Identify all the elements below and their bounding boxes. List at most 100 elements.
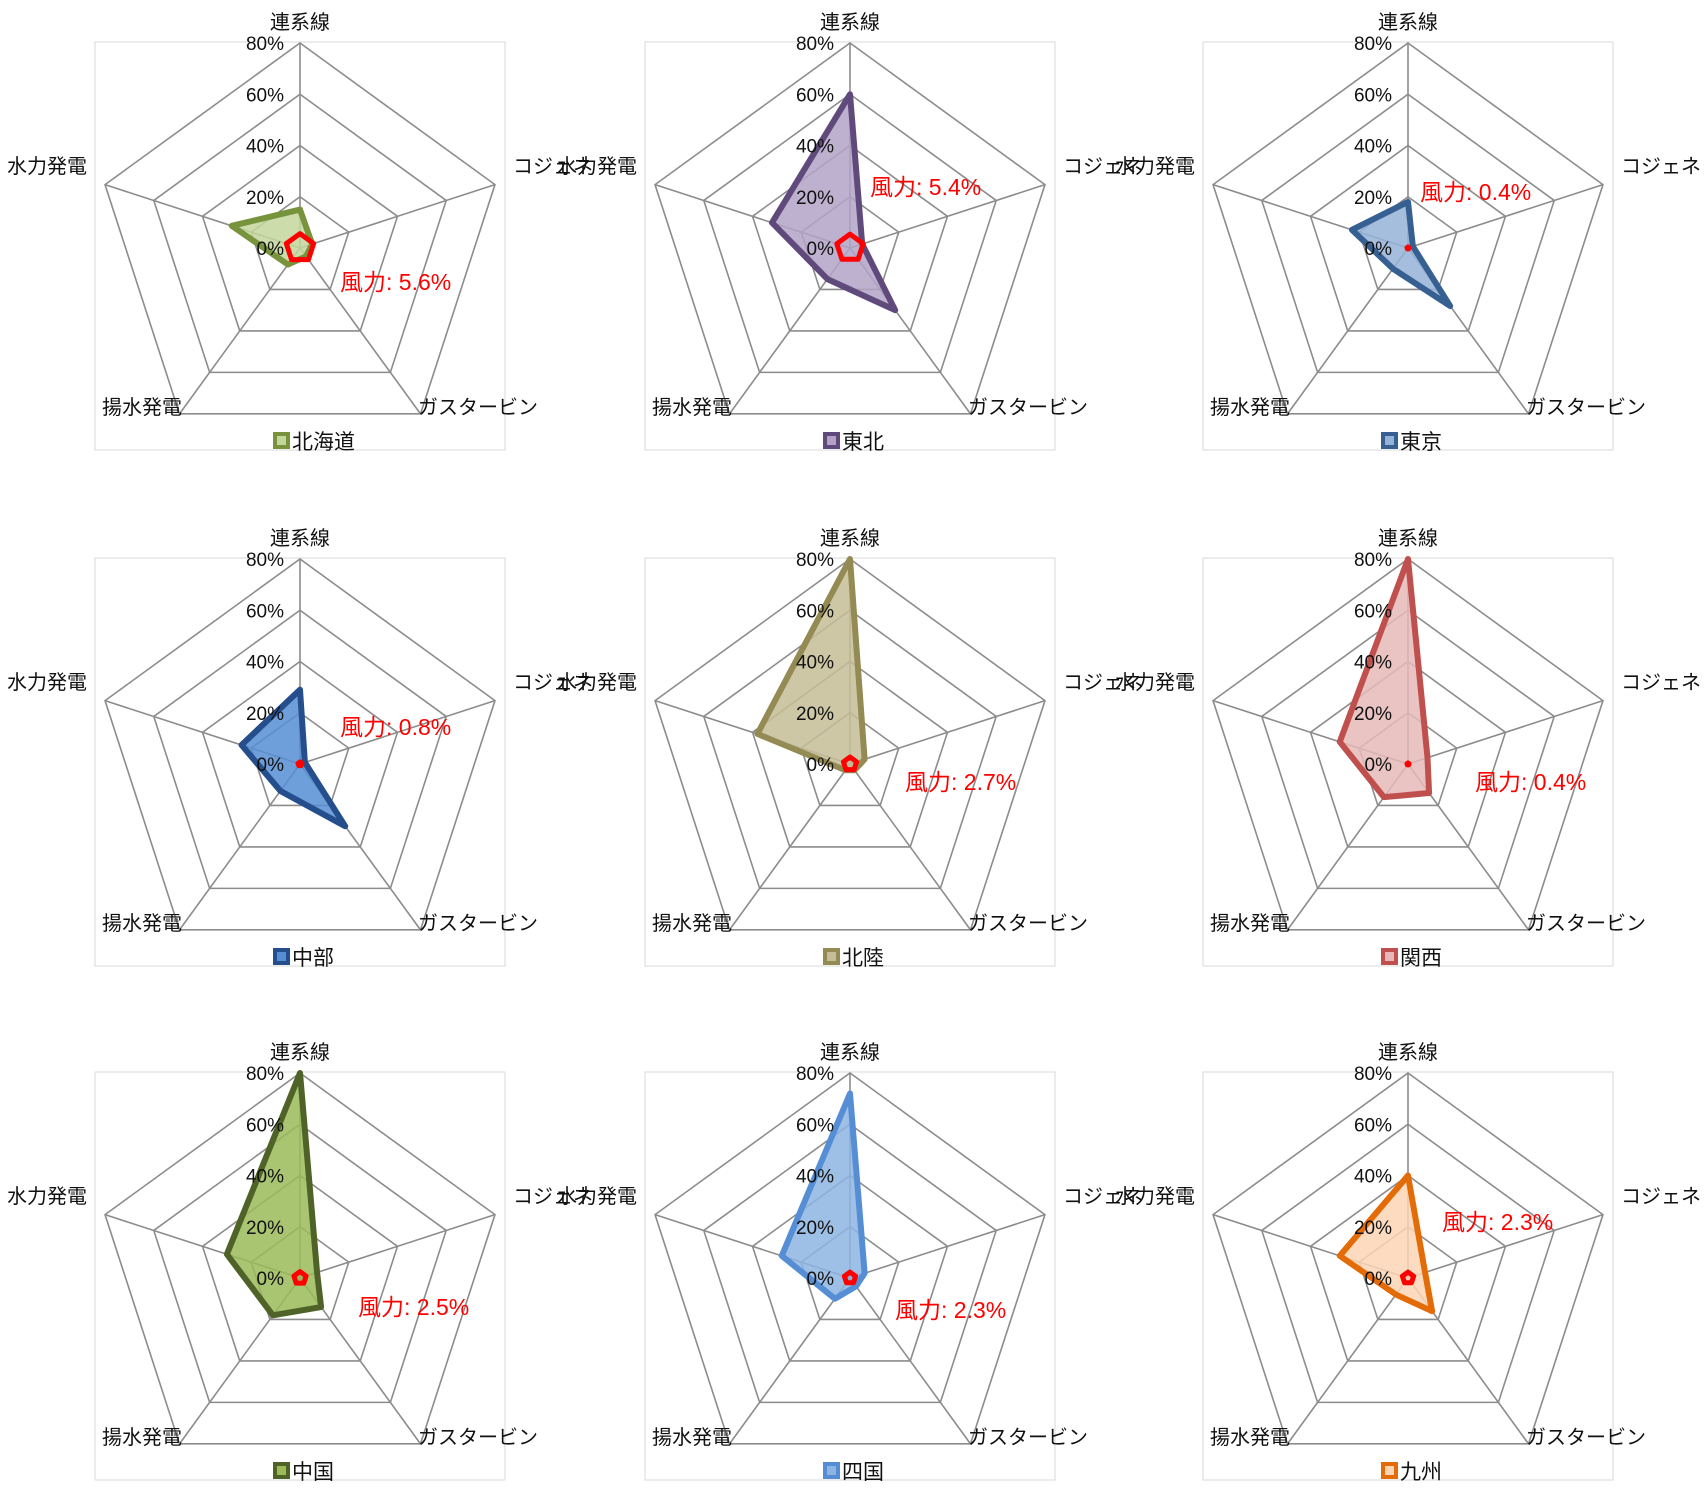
axis-spoke [299, 183, 496, 249]
tick-label: 20% [1354, 704, 1392, 725]
axis-label: 水力発電 [7, 671, 87, 694]
axis-label: 水力発電 [557, 1185, 637, 1208]
grid-ring [702, 93, 998, 374]
series-polygon-2 [1404, 244, 1412, 252]
tick-label: 60% [1354, 601, 1392, 622]
grid-ring [751, 144, 949, 332]
axis-label: ガスタービン [1526, 912, 1646, 935]
series-polygon-1 [1336, 1172, 1436, 1315]
axis-spoke [1286, 247, 1409, 415]
series-polygon-1 [778, 1090, 868, 1302]
series-polygon-1 [769, 91, 899, 314]
axis-label: 連系線 [1378, 11, 1438, 34]
grid-ring [1309, 660, 1507, 848]
grid-ring [1260, 609, 1556, 890]
wind-annotation: 風力: 2.7% [905, 769, 1016, 795]
legend-swatch [1381, 1462, 1398, 1479]
grid-ring [654, 1072, 1046, 1445]
legend-label: 中国 [292, 1461, 334, 1484]
legend-label: 四国 [842, 1461, 884, 1484]
series-polygon-2 [291, 1269, 309, 1286]
axis-label: コジェネ [1621, 156, 1701, 178]
tick-label: 20% [246, 704, 284, 725]
axis-label: 水力発電 [557, 155, 637, 178]
axis-label: ガスタービン [1526, 1426, 1646, 1449]
tick-label: 80% [1354, 34, 1392, 55]
tick-label: 0% [1365, 239, 1393, 260]
axis-spoke [849, 699, 1046, 765]
legend-label: 東北 [842, 431, 884, 454]
tick-label: 20% [1354, 188, 1392, 209]
wind-annotation: 風力: 2.3% [1442, 1209, 1553, 1235]
axis-label: 揚水発電 [652, 912, 732, 935]
grid-ring [654, 558, 1046, 931]
axis-label: 連系線 [820, 1041, 880, 1064]
grid-ring [1309, 144, 1507, 332]
axis-label: 水力発電 [557, 671, 637, 694]
wind-annotation: 風力: 0.4% [1420, 179, 1531, 205]
grid-ring [1260, 93, 1556, 374]
plot-area-frame [1202, 41, 1614, 451]
grid-ring [1309, 1174, 1507, 1362]
tick-label: 60% [1354, 85, 1392, 106]
series-polygon-2 [834, 231, 866, 262]
tick-label: 0% [807, 1269, 835, 1290]
grid-ring [201, 660, 399, 848]
axis-label: ガスタービン [968, 1426, 1088, 1449]
tick-label: 0% [257, 239, 285, 260]
tick-label: 80% [246, 1064, 284, 1085]
plot-area-frame [94, 41, 506, 451]
axis-spoke [849, 1277, 972, 1445]
grid-ring [104, 1072, 496, 1445]
series-polygon-2 [1404, 760, 1412, 768]
axis-label: ガスタービン [418, 912, 538, 935]
grid-ring [1260, 1123, 1556, 1404]
tick-label: 40% [796, 653, 834, 674]
tick-label: 80% [796, 1064, 834, 1085]
tick-label: 0% [807, 239, 835, 260]
axis-label: 揚水発電 [652, 396, 732, 419]
tick-label: 80% [246, 550, 284, 571]
axis-label: 揚水発電 [1210, 912, 1290, 935]
grid-ring [751, 1174, 949, 1362]
axis-label: コジェネ [1063, 1186, 1143, 1208]
wind-annotation: 風力: 2.3% [895, 1297, 1006, 1323]
axis-label: 連系線 [1378, 527, 1438, 550]
tick-label: 0% [257, 755, 285, 776]
tick-label: 20% [246, 1218, 284, 1239]
series-polygon-2 [1399, 1269, 1417, 1286]
legend-label: 九州 [1400, 1461, 1442, 1484]
legend-swatch [273, 432, 290, 449]
plot-area-frame [644, 41, 1056, 451]
tick-label: 20% [796, 704, 834, 725]
axis-label: 水力発電 [7, 155, 87, 178]
tick-label: 20% [796, 188, 834, 209]
axis-label: コジェネ [1621, 672, 1701, 694]
grid-ring [702, 1123, 998, 1404]
axis-label: 連系線 [270, 527, 330, 550]
axis-spoke [728, 1277, 851, 1445]
tick-label: 40% [246, 1167, 284, 1188]
tick-label: 20% [1354, 1218, 1392, 1239]
tick-label: 80% [796, 550, 834, 571]
axis-label: コジェネ [1063, 672, 1143, 694]
tick-label: 40% [246, 653, 284, 674]
legend-swatch [823, 432, 840, 449]
axis-label: 連系線 [820, 527, 880, 550]
axis-spoke [1407, 699, 1604, 765]
axis-spoke [178, 247, 301, 415]
tick-label: 20% [246, 188, 284, 209]
legend-swatch [273, 1462, 290, 1479]
grid-ring [201, 1174, 399, 1362]
tick-label: 0% [257, 1269, 285, 1290]
tick-label: 80% [1354, 550, 1392, 571]
axis-label: 連系線 [1378, 1041, 1438, 1064]
tick-label: 40% [796, 1167, 834, 1188]
axis-spoke [849, 1213, 1046, 1279]
axis-label: ガスタービン [418, 396, 538, 419]
axis-label: ガスタービン [968, 396, 1088, 419]
axis-spoke [1407, 1213, 1604, 1279]
